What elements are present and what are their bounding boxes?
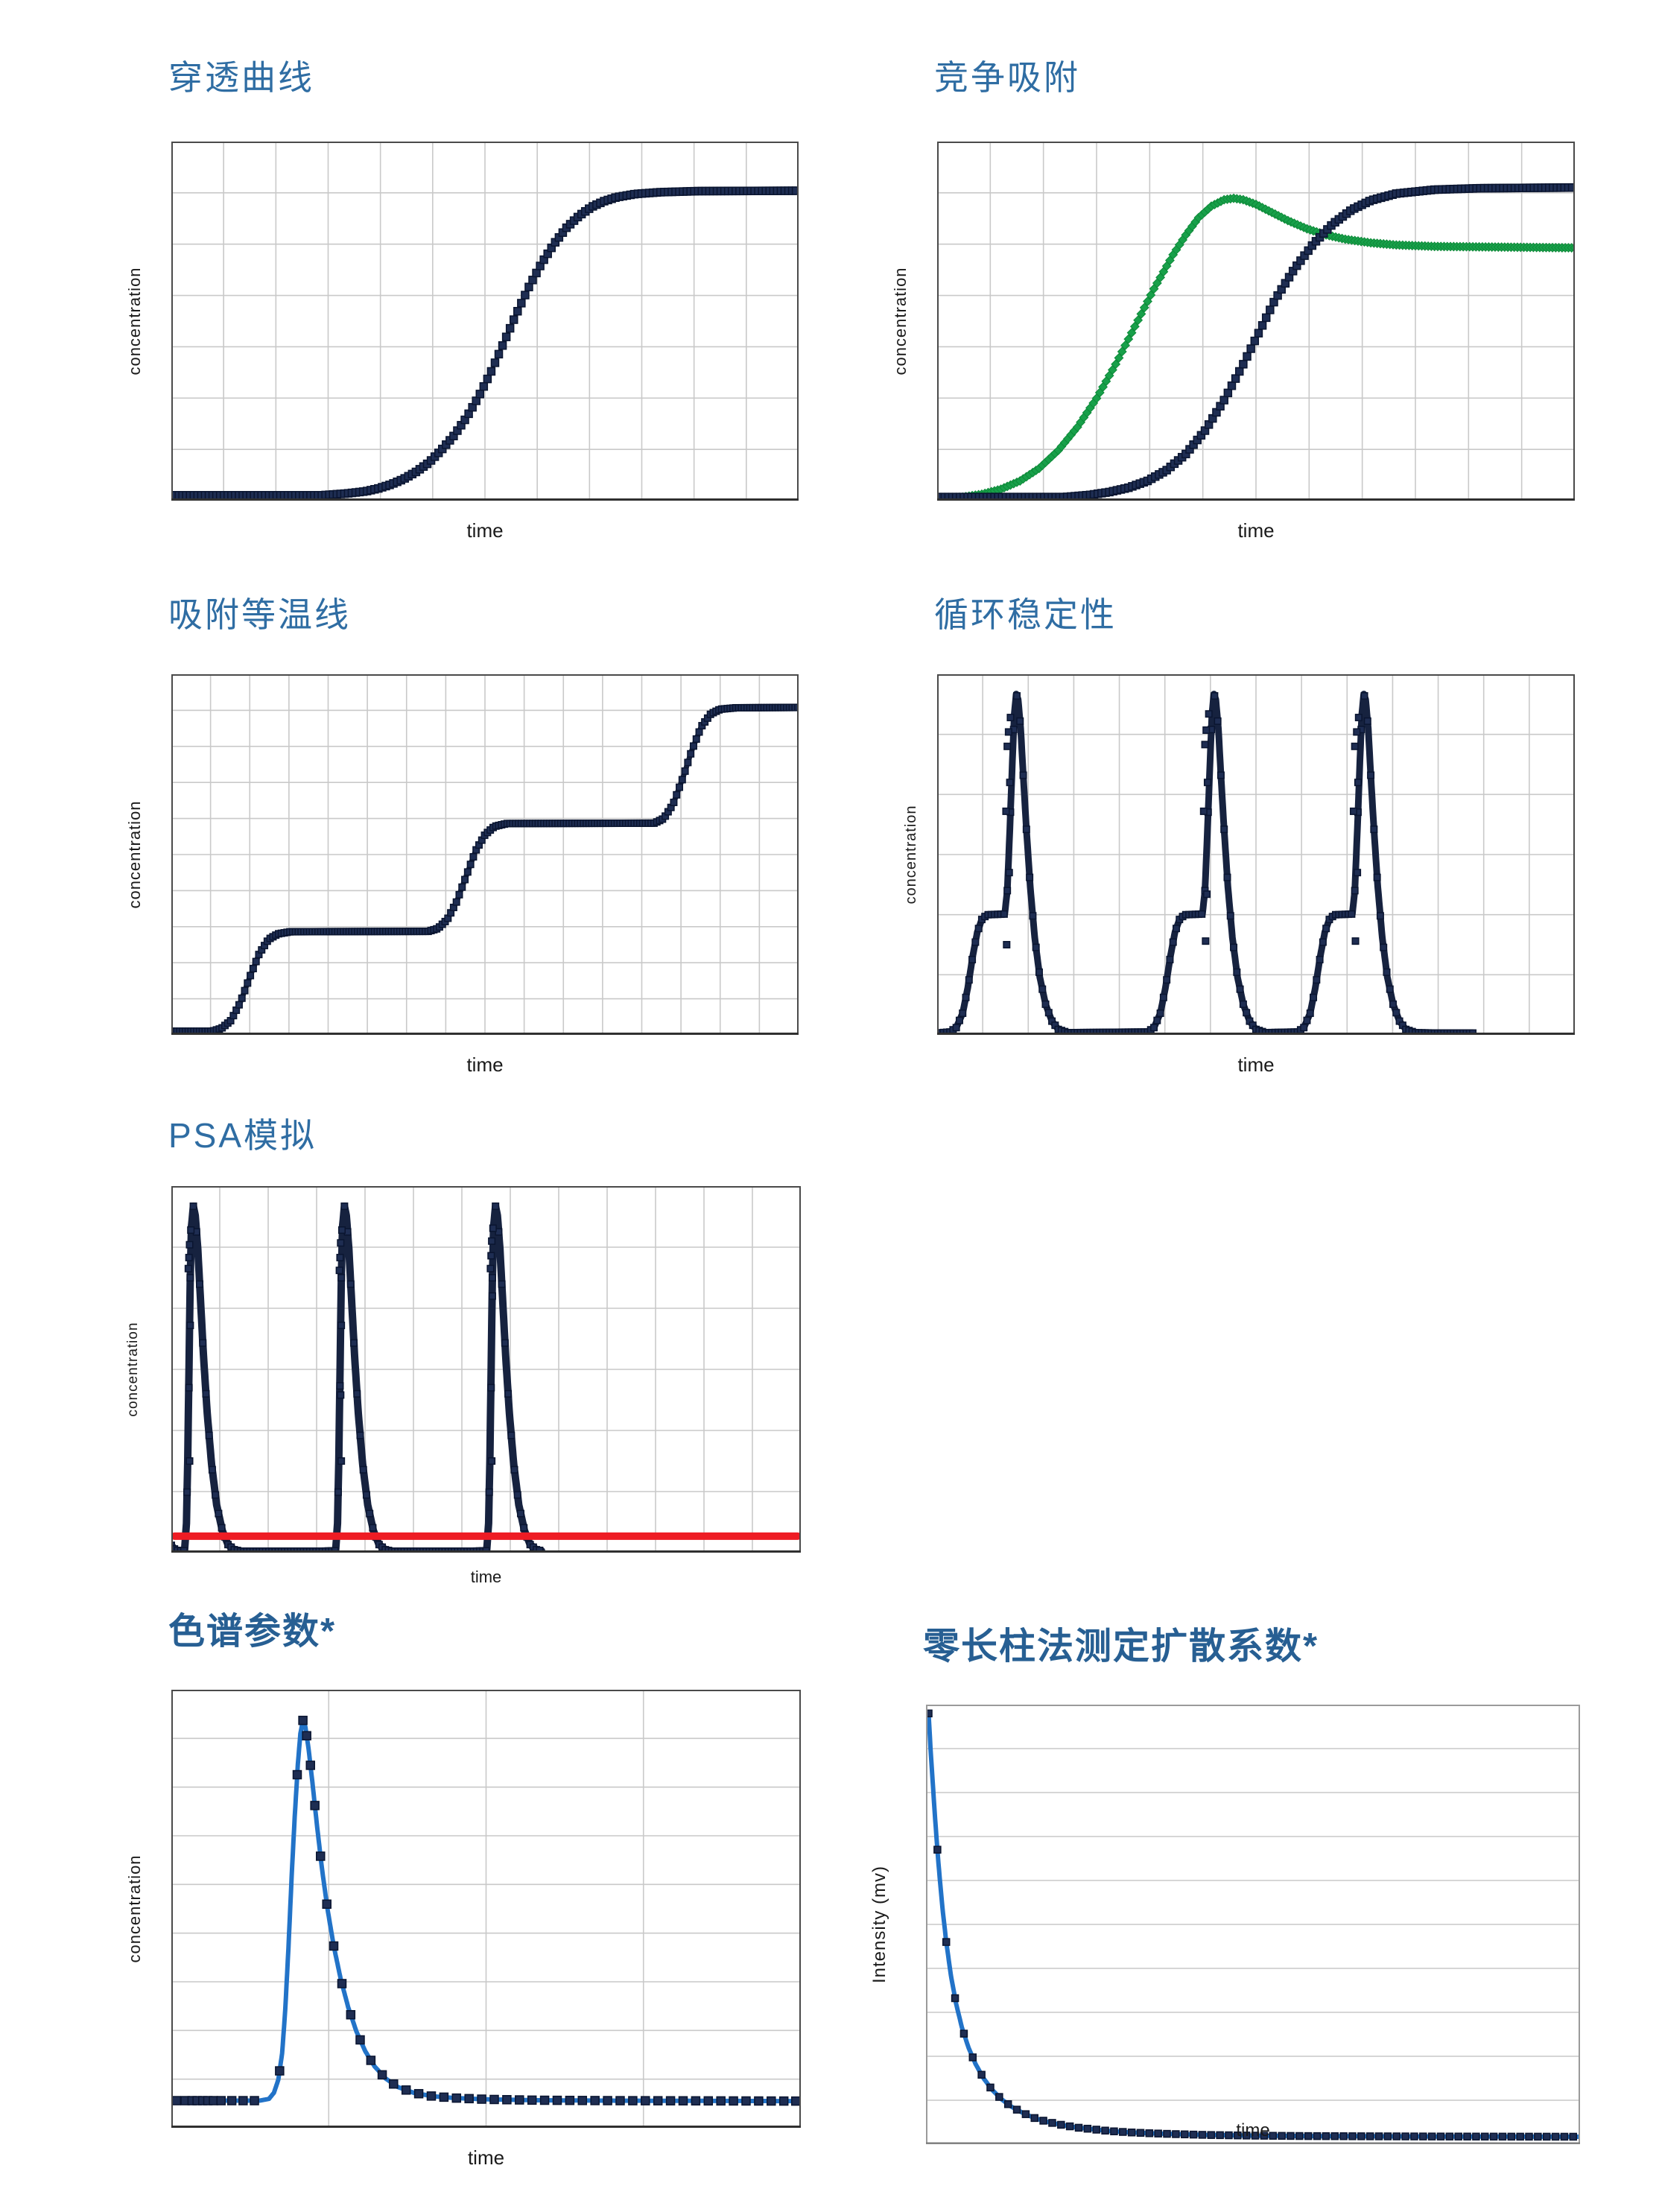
- chart-psa-simulation: PSA模拟 concentration time: [125, 1116, 801, 1586]
- chart-zlc-diffusion: 零长柱法测定扩散系数* Intensity (mv) time: [869, 1626, 1580, 2144]
- x-axis-label: time: [466, 519, 504, 542]
- chart-chromatographic-parameters: 色谱参数* concentration time: [125, 1612, 801, 2169]
- chart-title: 循环稳定性: [934, 595, 1117, 634]
- plot-area: [937, 142, 1575, 501]
- plot-area: [171, 1690, 801, 2128]
- x-axis-label: time: [467, 2146, 505, 2169]
- x-axis-label: time: [1237, 1053, 1275, 1076]
- y-axis-label: concentration: [125, 1854, 144, 1963]
- y-axis-label: concentration: [125, 1322, 141, 1417]
- x-axis-label: time: [466, 1053, 504, 1076]
- y-axis-label: Intensity (mv): [869, 1865, 889, 1984]
- plot-area: [171, 1186, 801, 1553]
- x-axis-label: time: [1237, 519, 1275, 542]
- chart-cycling-stability: 循环稳定性 concentration time: [903, 595, 1575, 1076]
- chart-title: 竞争吸附: [934, 58, 1080, 97]
- chart-title: 穿透曲线: [168, 58, 314, 97]
- x-axis-label: time: [470, 1568, 502, 1586]
- plot-area: [937, 674, 1575, 1035]
- chart-competitive-adsorption: 竞争吸附 concentration time: [891, 58, 1575, 542]
- plot-area: [171, 674, 799, 1035]
- chart-title: PSA模拟: [168, 1116, 317, 1155]
- plot-area: [171, 142, 799, 501]
- chart-title: 色谱参数*: [168, 1612, 337, 1652]
- y-axis-label: concentration: [891, 267, 910, 375]
- plot-area: [926, 1705, 1580, 2144]
- chart-adsorption-isotherm: 吸附等温线 concentration time: [125, 595, 799, 1076]
- chart-title: 吸附等温线: [168, 595, 351, 634]
- chart-breakthrough-curve: 穿透曲线 concentration time: [125, 58, 799, 542]
- y-axis-label: concentration: [125, 800, 144, 909]
- x-axis-label: time: [1236, 2120, 1270, 2140]
- chart-title: 零长柱法测定扩散系数*: [923, 1626, 1319, 1667]
- y-axis-label: concentration: [903, 805, 919, 904]
- y-axis-label: concentration: [125, 267, 144, 375]
